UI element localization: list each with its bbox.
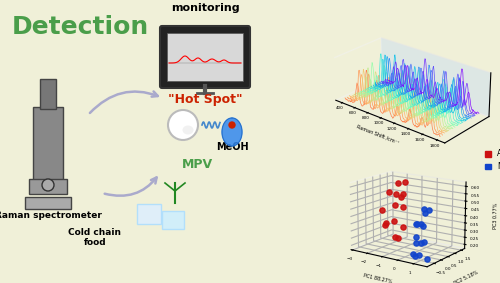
X-axis label: Raman Shift /cm⁻¹: Raman Shift /cm⁻¹: [356, 124, 400, 145]
FancyBboxPatch shape: [167, 33, 243, 81]
FancyBboxPatch shape: [137, 204, 161, 224]
Circle shape: [42, 179, 54, 191]
FancyBboxPatch shape: [160, 26, 250, 88]
Text: MPV: MPV: [182, 158, 212, 171]
Text: MeOH: MeOH: [216, 142, 248, 152]
Text: "Hot Spot": "Hot Spot": [168, 93, 242, 106]
Polygon shape: [222, 118, 242, 146]
FancyBboxPatch shape: [162, 211, 184, 229]
Circle shape: [229, 122, 235, 128]
Ellipse shape: [182, 125, 194, 134]
FancyBboxPatch shape: [25, 197, 71, 209]
Y-axis label: PC2 5.18%: PC2 5.18%: [454, 270, 479, 283]
X-axis label: PC1 88.27%: PC1 88.27%: [362, 274, 392, 283]
FancyBboxPatch shape: [33, 107, 63, 184]
Circle shape: [168, 110, 198, 140]
Text: Cold chain
food: Cold chain food: [68, 228, 122, 247]
Legend: ADV, MPV: ADV, MPV: [482, 146, 500, 174]
FancyBboxPatch shape: [29, 179, 67, 194]
Text: monitoring: monitoring: [170, 3, 239, 13]
FancyBboxPatch shape: [40, 79, 56, 109]
Text: Raman spectrometer: Raman spectrometer: [0, 211, 102, 220]
Text: Detection: Detection: [12, 15, 149, 39]
